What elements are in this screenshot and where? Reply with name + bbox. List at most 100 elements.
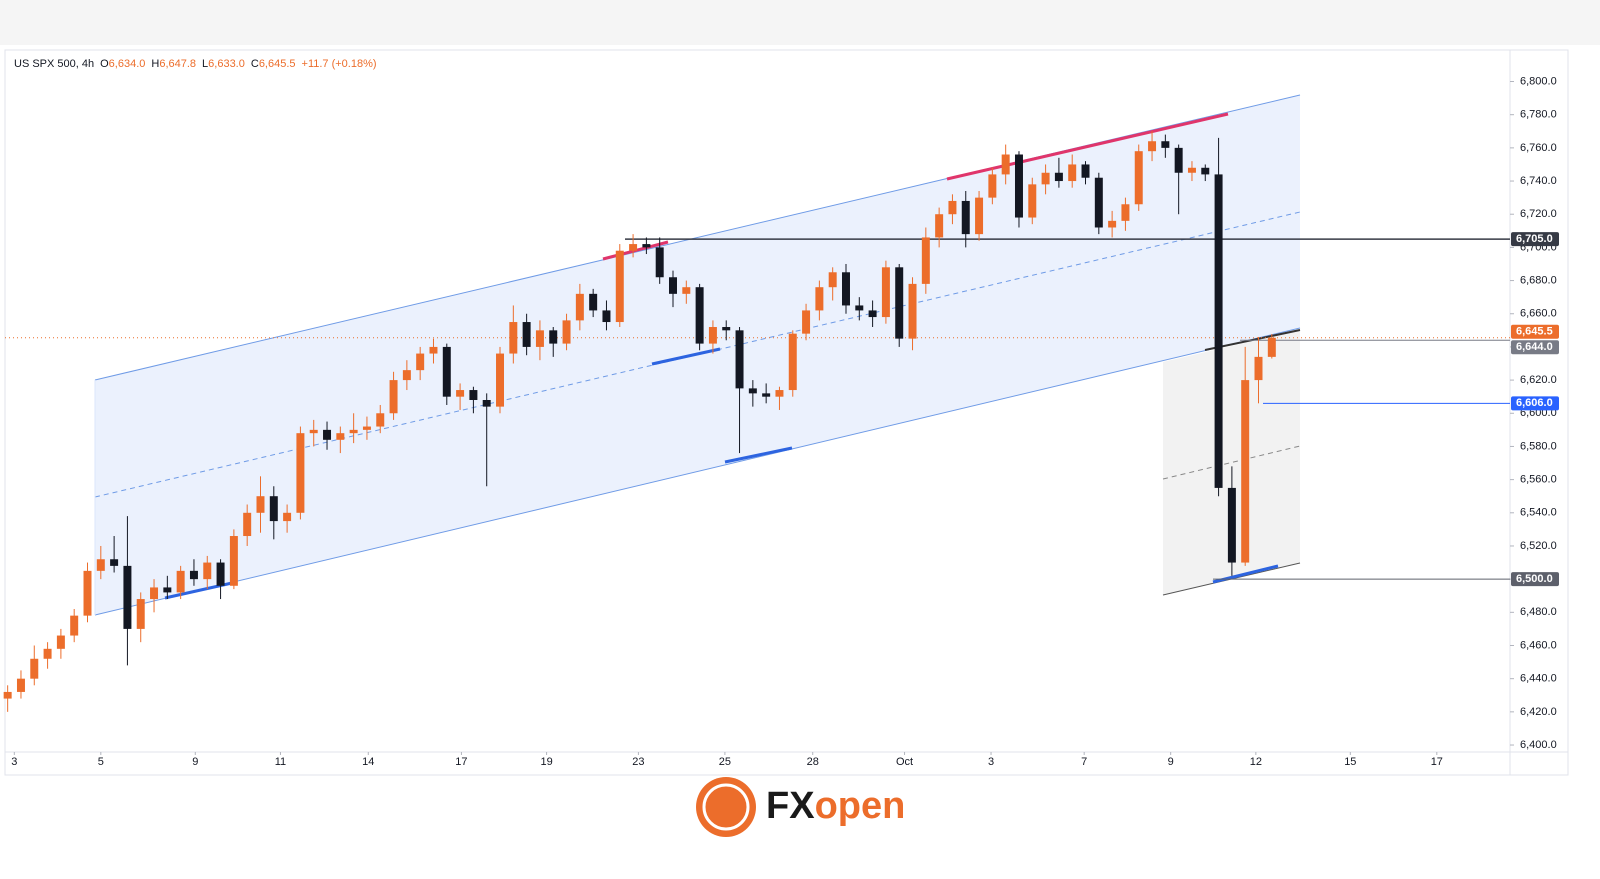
open: 6,634.0: [109, 58, 146, 70]
candle-body: [496, 353, 505, 407]
channel2-fill: [1163, 330, 1300, 595]
candle-body: [908, 283, 917, 339]
candle-body: [549, 330, 558, 344]
candle-body: [482, 400, 491, 407]
y-tick-label: 6,440.0: [1520, 673, 1557, 685]
y-tick-label: 6,800.0: [1520, 75, 1557, 87]
x-tick-label: 12: [1250, 756, 1262, 768]
candle-body: [150, 587, 159, 600]
candle-body: [881, 267, 890, 318]
candle-body: [522, 322, 531, 347]
price-level-tag: [1511, 396, 1559, 411]
candle-body: [1094, 177, 1103, 228]
symbol: US SPX 500, 4h: [14, 58, 94, 70]
candle-body: [1161, 141, 1170, 148]
y-tick-label: 6,400.0: [1520, 739, 1557, 751]
x-tick-label: 11: [275, 756, 286, 768]
candle-body: [43, 648, 52, 659]
candle-body: [336, 433, 345, 440]
candle-body: [70, 615, 79, 636]
x-tick-label: 15: [1344, 756, 1356, 768]
candle-body: [509, 322, 518, 354]
candle-body: [762, 393, 771, 397]
high: 6,647.8: [159, 58, 196, 70]
candle-body: [256, 496, 265, 513]
candle-body: [269, 496, 278, 522]
candle-body: [895, 267, 904, 339]
candle-body: [1187, 167, 1196, 173]
candle-body: [1068, 164, 1077, 182]
y-tick-label: 6,540.0: [1520, 507, 1557, 519]
candle-body: [362, 426, 371, 430]
resistance-touch: [946, 112, 1229, 181]
candle-body: [562, 320, 571, 344]
x-tick-label: 19: [540, 756, 552, 768]
legend: US SPX 500, 4h O6,634.0 H6,647.8 L6,633.0 C6…: [14, 58, 377, 70]
logo-ring: [702, 783, 750, 831]
candle-body: [669, 277, 677, 294]
x-tick-label: 17: [1431, 756, 1443, 768]
y-tick-label: 6,740.0: [1520, 175, 1557, 187]
change: +11.7 (+0.18%): [302, 58, 377, 70]
candle-body: [189, 570, 198, 580]
y-tick-label: 6,480.0: [1520, 606, 1557, 618]
close: 6,645.5: [259, 58, 296, 70]
price-level-tag: [1511, 232, 1559, 247]
candle-body: [642, 244, 651, 248]
candle-body: [1108, 220, 1117, 228]
candle-body: [296, 433, 305, 513]
candle-body: [349, 429, 358, 434]
x-tick-label: 25: [719, 756, 731, 768]
candle-body: [402, 370, 411, 381]
candle-body: [136, 599, 145, 629]
candle-body: [975, 197, 984, 235]
brand: FXopen: [766, 785, 905, 827]
candle-body: [163, 587, 172, 593]
brand-open: open: [815, 785, 906, 827]
candle-body: [935, 214, 944, 238]
candle-body: [1174, 147, 1183, 173]
x-tick-label: 23: [632, 756, 644, 768]
price-level-label: 6,644.0: [1516, 341, 1553, 353]
logo: FXopen: [696, 777, 905, 837]
candle-body: [1041, 172, 1050, 185]
candle-body: [1081, 164, 1090, 178]
low: 6,633.0: [208, 58, 245, 70]
candle-body: [535, 330, 544, 347]
candle-body: [1214, 174, 1223, 488]
y-tick-label: 6,460.0: [1520, 639, 1557, 651]
x-tick-label: 17: [455, 756, 467, 768]
support-touch: [651, 347, 721, 366]
y-tick-label: 6,680.0: [1520, 274, 1557, 286]
candle-body: [575, 293, 584, 321]
candle-body: [376, 413, 385, 427]
y-tick-label: 6,780.0: [1520, 109, 1557, 121]
candle-body: [988, 174, 997, 198]
channel-lower: [94, 327, 1301, 616]
o-label: O: [100, 58, 109, 70]
candle-body: [389, 380, 398, 414]
candle-body: [3, 691, 12, 699]
x-tick-label: 5: [98, 756, 104, 768]
candle-body: [176, 570, 185, 593]
candle-body: [775, 390, 784, 397]
candle-body: [748, 388, 757, 394]
candle-body: [1254, 356, 1263, 381]
price-level-label: 6,606.0: [1516, 397, 1553, 409]
candle-body: [948, 200, 957, 215]
channel2-mid: [1162, 445, 1301, 480]
candle-body: [416, 353, 425, 371]
x-tick-label: 7: [1081, 756, 1087, 768]
candle-body: [323, 429, 332, 440]
price-level-label: 6,500.0: [1516, 573, 1553, 585]
support-touch: [724, 446, 793, 464]
candle-body: [442, 346, 451, 397]
y-tick-label: 6,620.0: [1520, 374, 1557, 386]
candle-body: [1148, 141, 1157, 152]
candle-body: [855, 305, 864, 311]
y-tick-label: 6,580.0: [1520, 440, 1557, 452]
candle-body: [1121, 204, 1130, 221]
candle-body: [602, 310, 611, 323]
